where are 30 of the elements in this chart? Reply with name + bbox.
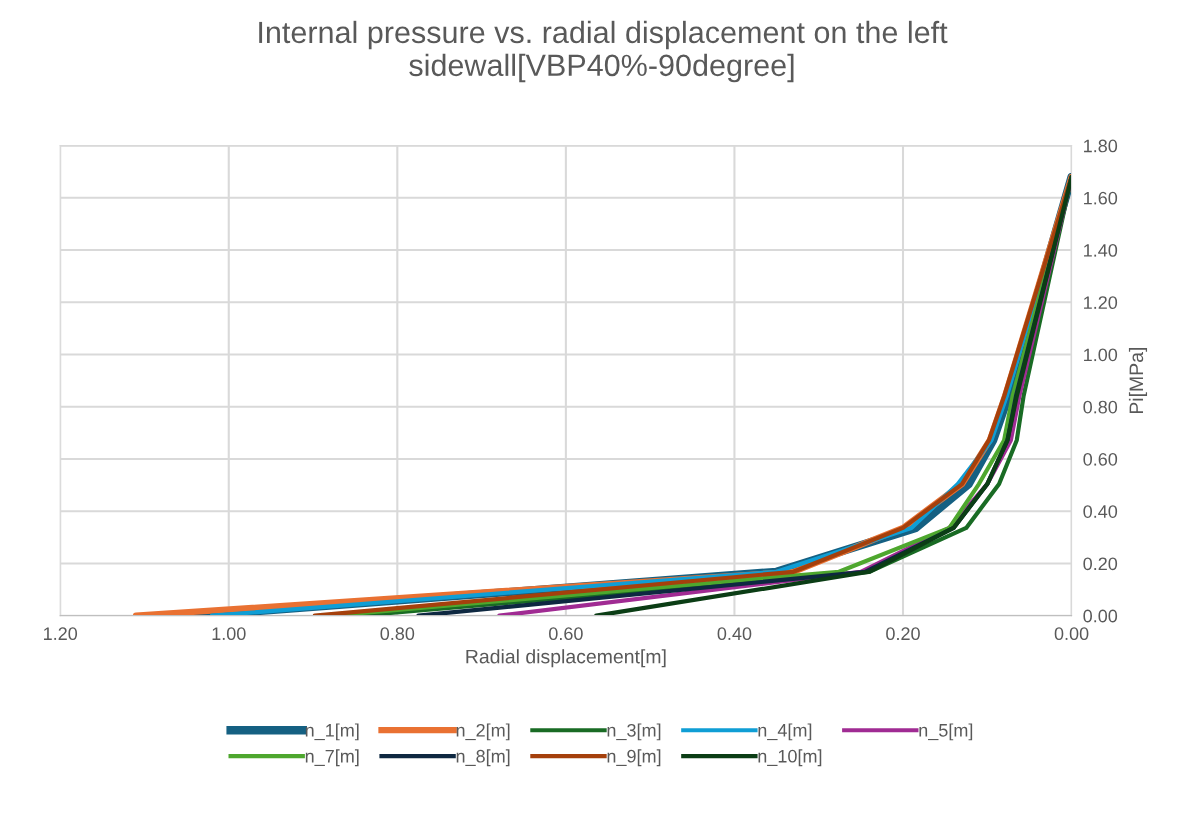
legend-label: n_1[m] <box>305 723 359 741</box>
x-tick-label: 1.00 <box>212 627 246 641</box>
legend-label: n_8[m] <box>456 749 510 767</box>
y-tick-label: 0.40 <box>1083 505 1118 518</box>
y-tick-label: 0.00 <box>1083 609 1118 623</box>
y-tick-label: 0.60 <box>1083 452 1118 466</box>
x-tick-label: 1.20 <box>44 627 78 641</box>
x-tick-label: 0.00 <box>1054 627 1089 641</box>
y-tick-label: 1.00 <box>1084 348 1118 362</box>
legend-label: n_4[m] <box>758 723 812 741</box>
legend-label: n_10[m] <box>758 749 822 767</box>
y-tick-label: 1.60 <box>1084 191 1118 205</box>
x-tick-label: 0.60 <box>549 627 583 641</box>
y-tick-label: 0.20 <box>1083 557 1118 571</box>
legend-label: n_5[m] <box>919 723 973 741</box>
y-tick-label: 1.80 <box>1084 139 1118 153</box>
legend-label: n_2[m] <box>456 723 510 741</box>
legend-label: n_9[m] <box>607 749 661 767</box>
y-axis-title: Pi[MPa] <box>1128 347 1148 414</box>
line-series <box>594 174 1072 616</box>
y-tick-label: 0.80 <box>1083 400 1118 414</box>
x-axis-title: Radial displacement[m] <box>466 649 666 668</box>
x-tick-label: 0.20 <box>886 627 920 641</box>
y-tick-label: 1.20 <box>1084 296 1118 310</box>
x-tick-label: 0.40 <box>717 627 752 641</box>
x-tick-label: 0.80 <box>380 627 415 641</box>
legend-label: n_3[m] <box>607 723 661 741</box>
legend-label: n_7[m] <box>305 749 359 767</box>
y-tick-label: 1.40 <box>1084 244 1118 257</box>
chart-title: Internal pressure vs. radial displacement on the left sidewall[VBP40%-90degree] <box>259 20 948 83</box>
